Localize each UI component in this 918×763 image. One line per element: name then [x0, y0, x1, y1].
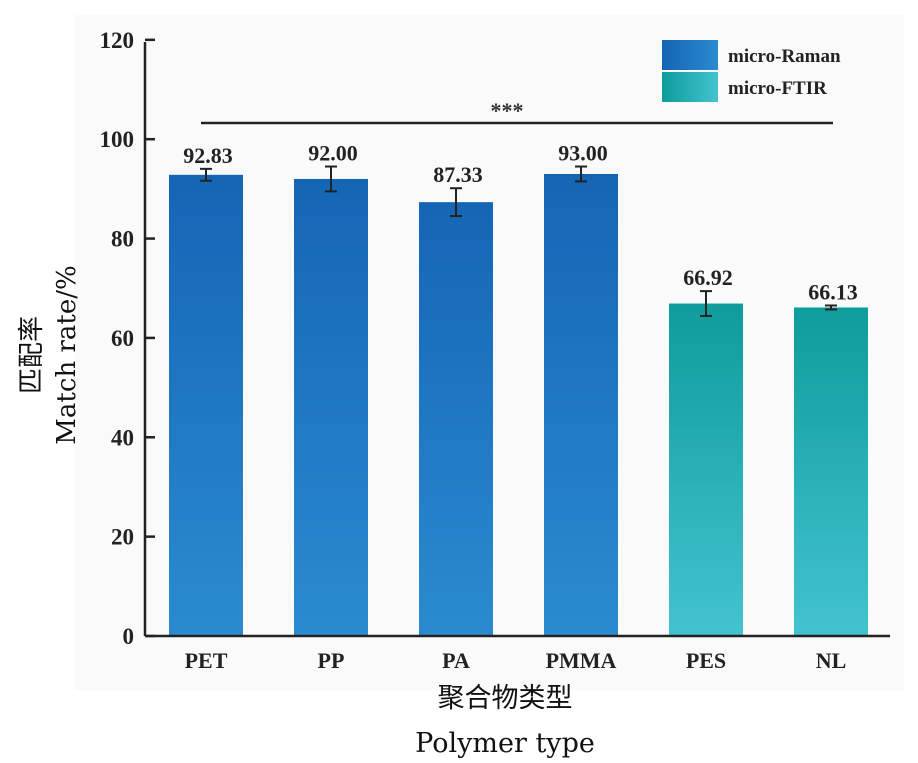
value-label-nl: 66.13: [808, 279, 858, 304]
legend-label-raman: micro-Raman: [728, 46, 841, 67]
y-axis-title-cn: 匹配率: [17, 316, 47, 394]
bar-pes: [669, 303, 743, 636]
legend-swatch-ftir: [662, 72, 718, 102]
bar-pmma: [544, 173, 618, 636]
bar-pa: [419, 202, 493, 636]
value-label-pet: 92.83: [183, 143, 233, 168]
x-tick-label-pes: PES: [686, 648, 726, 673]
x-tick-label-nl: NL: [816, 648, 847, 673]
x-axis-title-cn: 聚合物类型: [438, 683, 573, 714]
y-tick-label: 120: [100, 28, 135, 53]
value-label-pp: 92.00: [308, 141, 358, 166]
value-label-pes: 66.92: [683, 265, 733, 290]
y-axis-title-en: Match rate/%: [52, 265, 82, 444]
x-tick-label-pa: PA: [442, 648, 470, 673]
y-tick-label: 100: [100, 127, 135, 152]
legend-swatch-raman: [662, 40, 718, 70]
y-ticks-group: 0 20 40 60 80 100 120: [100, 28, 155, 649]
x-axis-title-en: Polymer type: [415, 728, 595, 759]
y-tick-label: 80: [111, 227, 134, 252]
value-label-pa: 87.33: [433, 162, 483, 187]
y-tick-label: 20: [111, 525, 134, 550]
bar-pet: [169, 174, 243, 636]
bars-group: 92.83 92.00 87.33 93.00 66.92 66.13: [169, 141, 868, 636]
y-tick-label: 0: [123, 624, 135, 649]
legend-label-ftir: micro-FTIR: [728, 78, 827, 99]
value-label-pmma: 93.00: [558, 141, 608, 166]
x-tick-label-pp: PP: [318, 648, 345, 673]
x-tick-label-pet: PET: [185, 648, 228, 673]
bar-pp: [294, 178, 368, 636]
bar-nl: [794, 307, 868, 636]
y-tick-label: 60: [111, 326, 134, 351]
x-categories-group: PET PP PA PMMA PES NL: [185, 648, 847, 673]
x-tick-label-pmma: PMMA: [546, 648, 617, 673]
y-tick-label: 40: [111, 425, 134, 450]
significance-label: ***: [491, 98, 524, 123]
legend: micro-Raman micro-FTIR: [662, 40, 841, 102]
